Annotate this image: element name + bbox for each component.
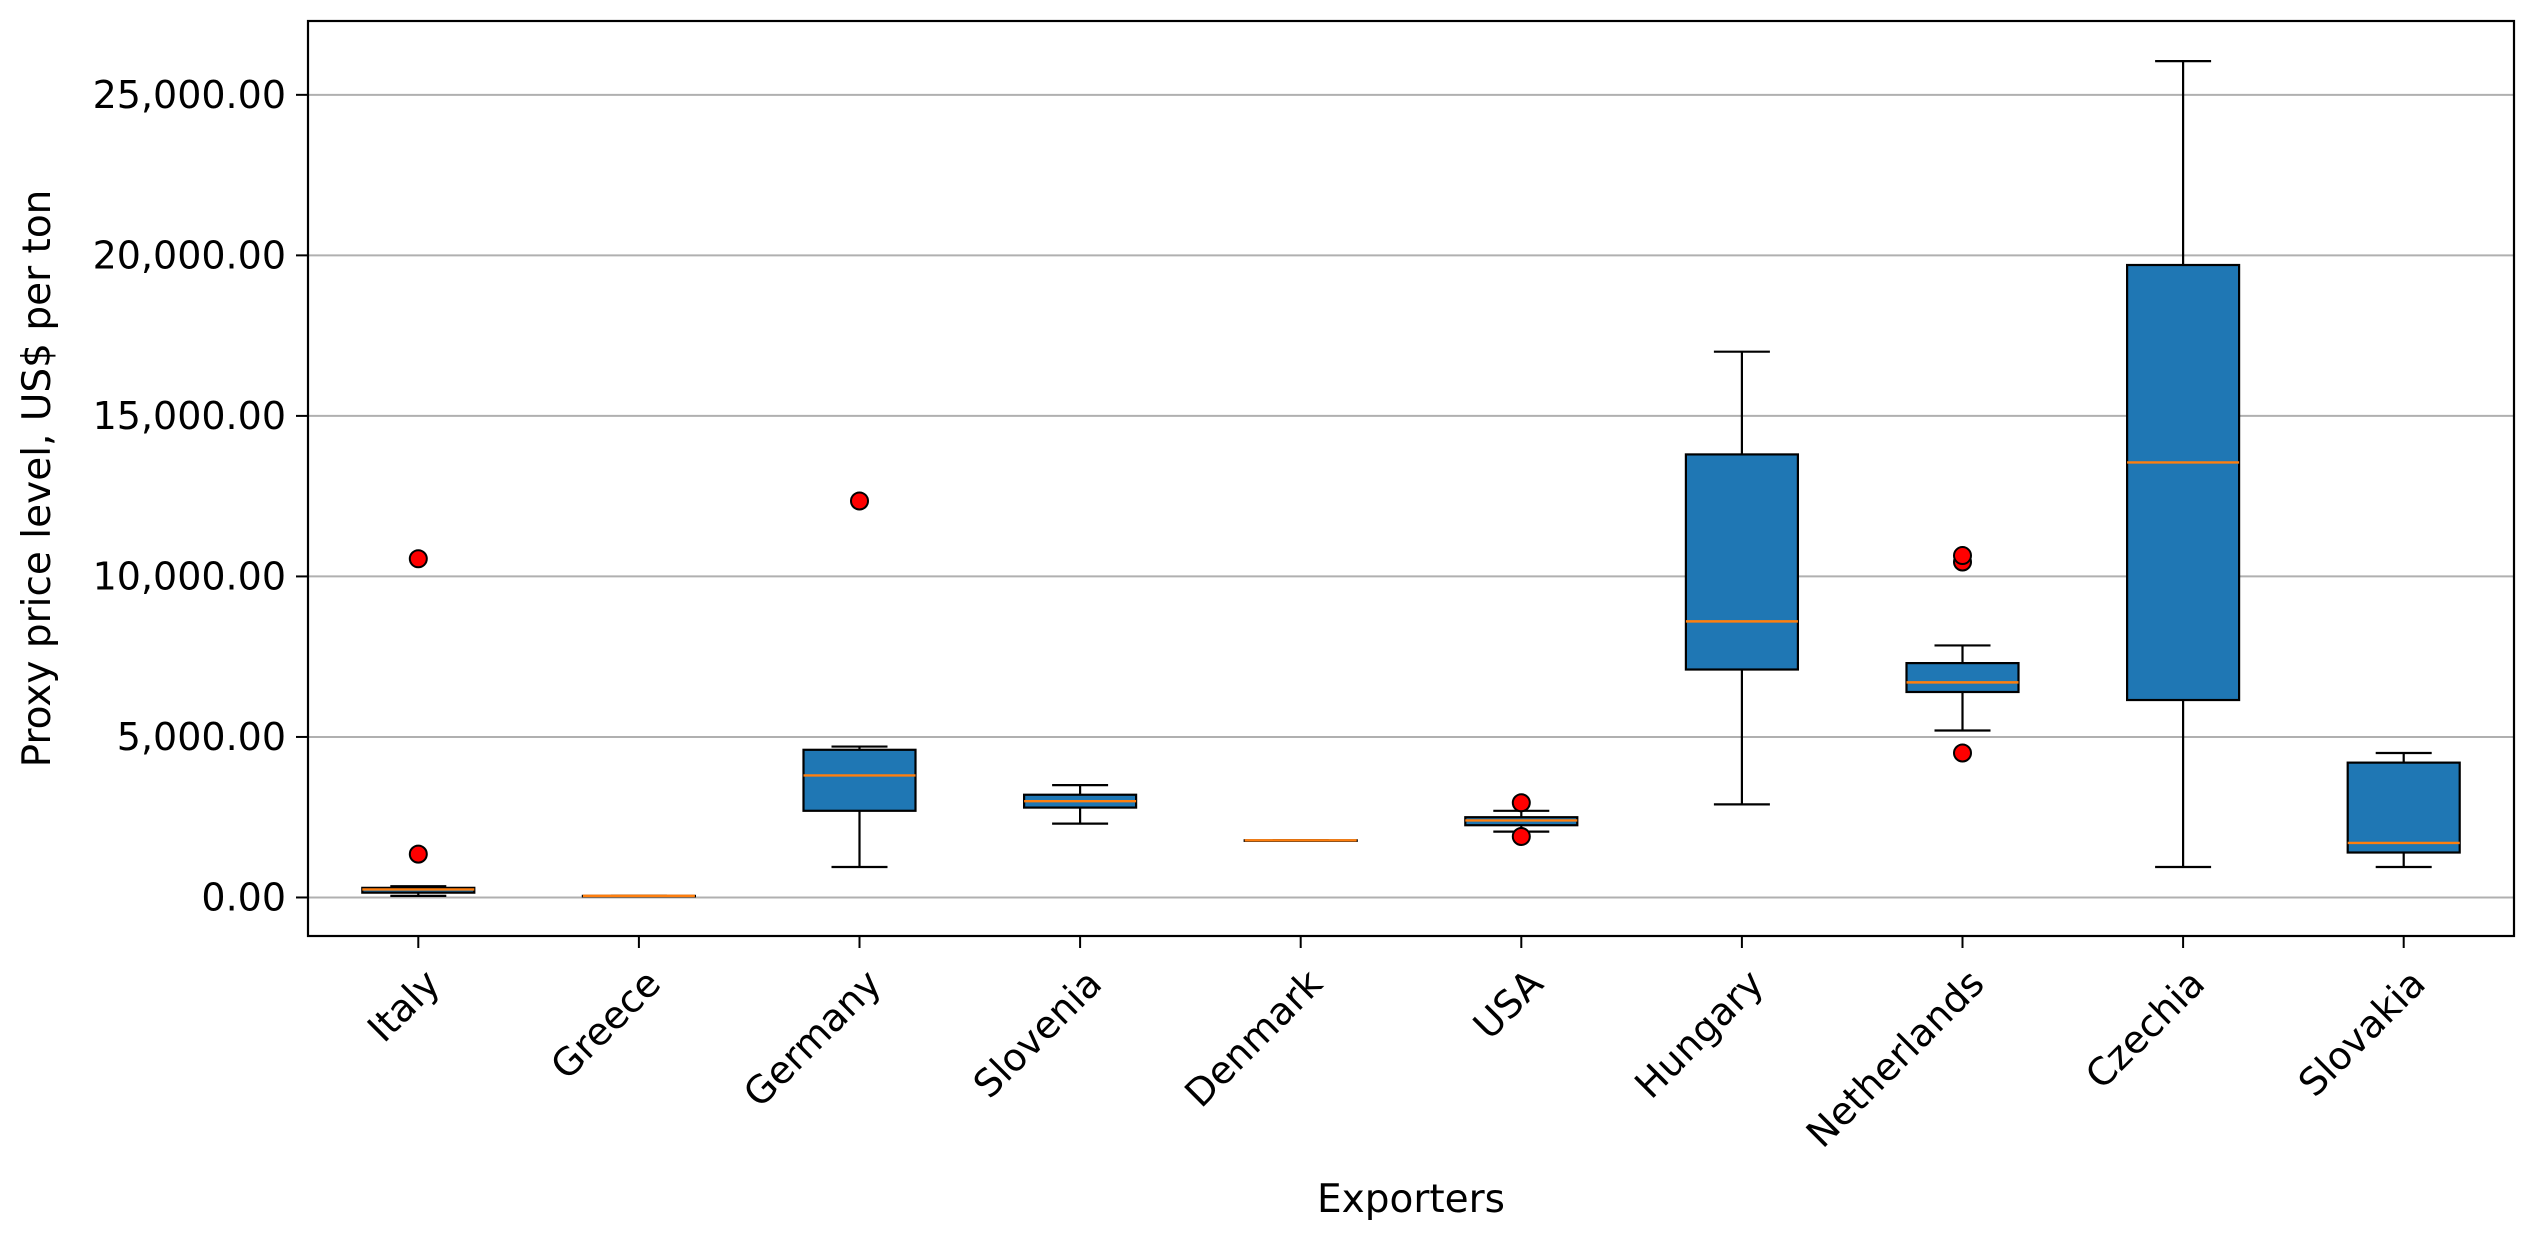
plot-frame — [306, 19, 2516, 938]
x-tick-label: USA — [1465, 961, 1552, 1048]
y-tick-label: 15,000.00 — [93, 394, 286, 438]
x-tick-label: Czechia — [2077, 961, 2213, 1097]
y-axis-label: Proxy price level, US$ per ton — [15, 190, 60, 768]
box-slovakia — [2346, 751, 2461, 869]
box-netherlands — [1905, 546, 2020, 763]
box-greece — [581, 894, 697, 898]
box-germany — [802, 491, 917, 869]
iqr-box — [2126, 263, 2241, 702]
x-tick-label: Greece — [542, 961, 669, 1088]
x-tick-label: Netherlands — [1798, 961, 1993, 1156]
x-tick-label: Hungary — [1626, 961, 1772, 1107]
box-slovenia — [1022, 784, 1138, 825]
outlier-point — [1953, 743, 1972, 763]
box-italy — [361, 549, 476, 897]
box-usa — [1464, 793, 1579, 846]
y-tick-label: 10,000.00 — [93, 554, 286, 598]
iqr-box — [1905, 662, 2020, 694]
x-axis-label: Exporters — [1317, 1177, 1505, 1222]
y-tick-label: 20,000.00 — [93, 233, 286, 277]
x-tick-label: Slovakia — [2290, 961, 2434, 1105]
y-tick-label: 25,000.00 — [93, 73, 286, 117]
x-axis: Italy Greece Germany Slovenia Denmark USA Hung… — [359, 936, 2434, 1156]
y-tick-label: 5,000.00 — [117, 715, 286, 759]
outlier-point — [1953, 546, 1972, 566]
x-tick-label: Germany — [735, 961, 890, 1116]
iqr-box — [2346, 761, 2461, 854]
iqr-box — [802, 748, 917, 812]
x-tick-label: Italy — [359, 961, 448, 1050]
box-czechia — [2126, 60, 2241, 869]
outlier-point — [408, 549, 428, 569]
gridlines — [308, 93, 2514, 899]
y-axis: 0.00 5,000.00 10,000.00 15,000.00 20,000.00 2… — [93, 73, 308, 919]
y-tick-label: 0.00 — [201, 875, 286, 919]
outlier-point — [1511, 826, 1531, 846]
iqr-box — [1684, 453, 1800, 671]
boxes — [361, 60, 2461, 898]
outlier-point — [1511, 793, 1531, 813]
x-tick-label: Denmark — [1176, 961, 1331, 1116]
x-tick-label: Slovenia — [965, 961, 1110, 1106]
box-hungary — [1684, 350, 1800, 806]
outlier-point — [408, 844, 428, 864]
outlier-point — [850, 491, 869, 511]
box-denmark — [1243, 839, 1358, 842]
